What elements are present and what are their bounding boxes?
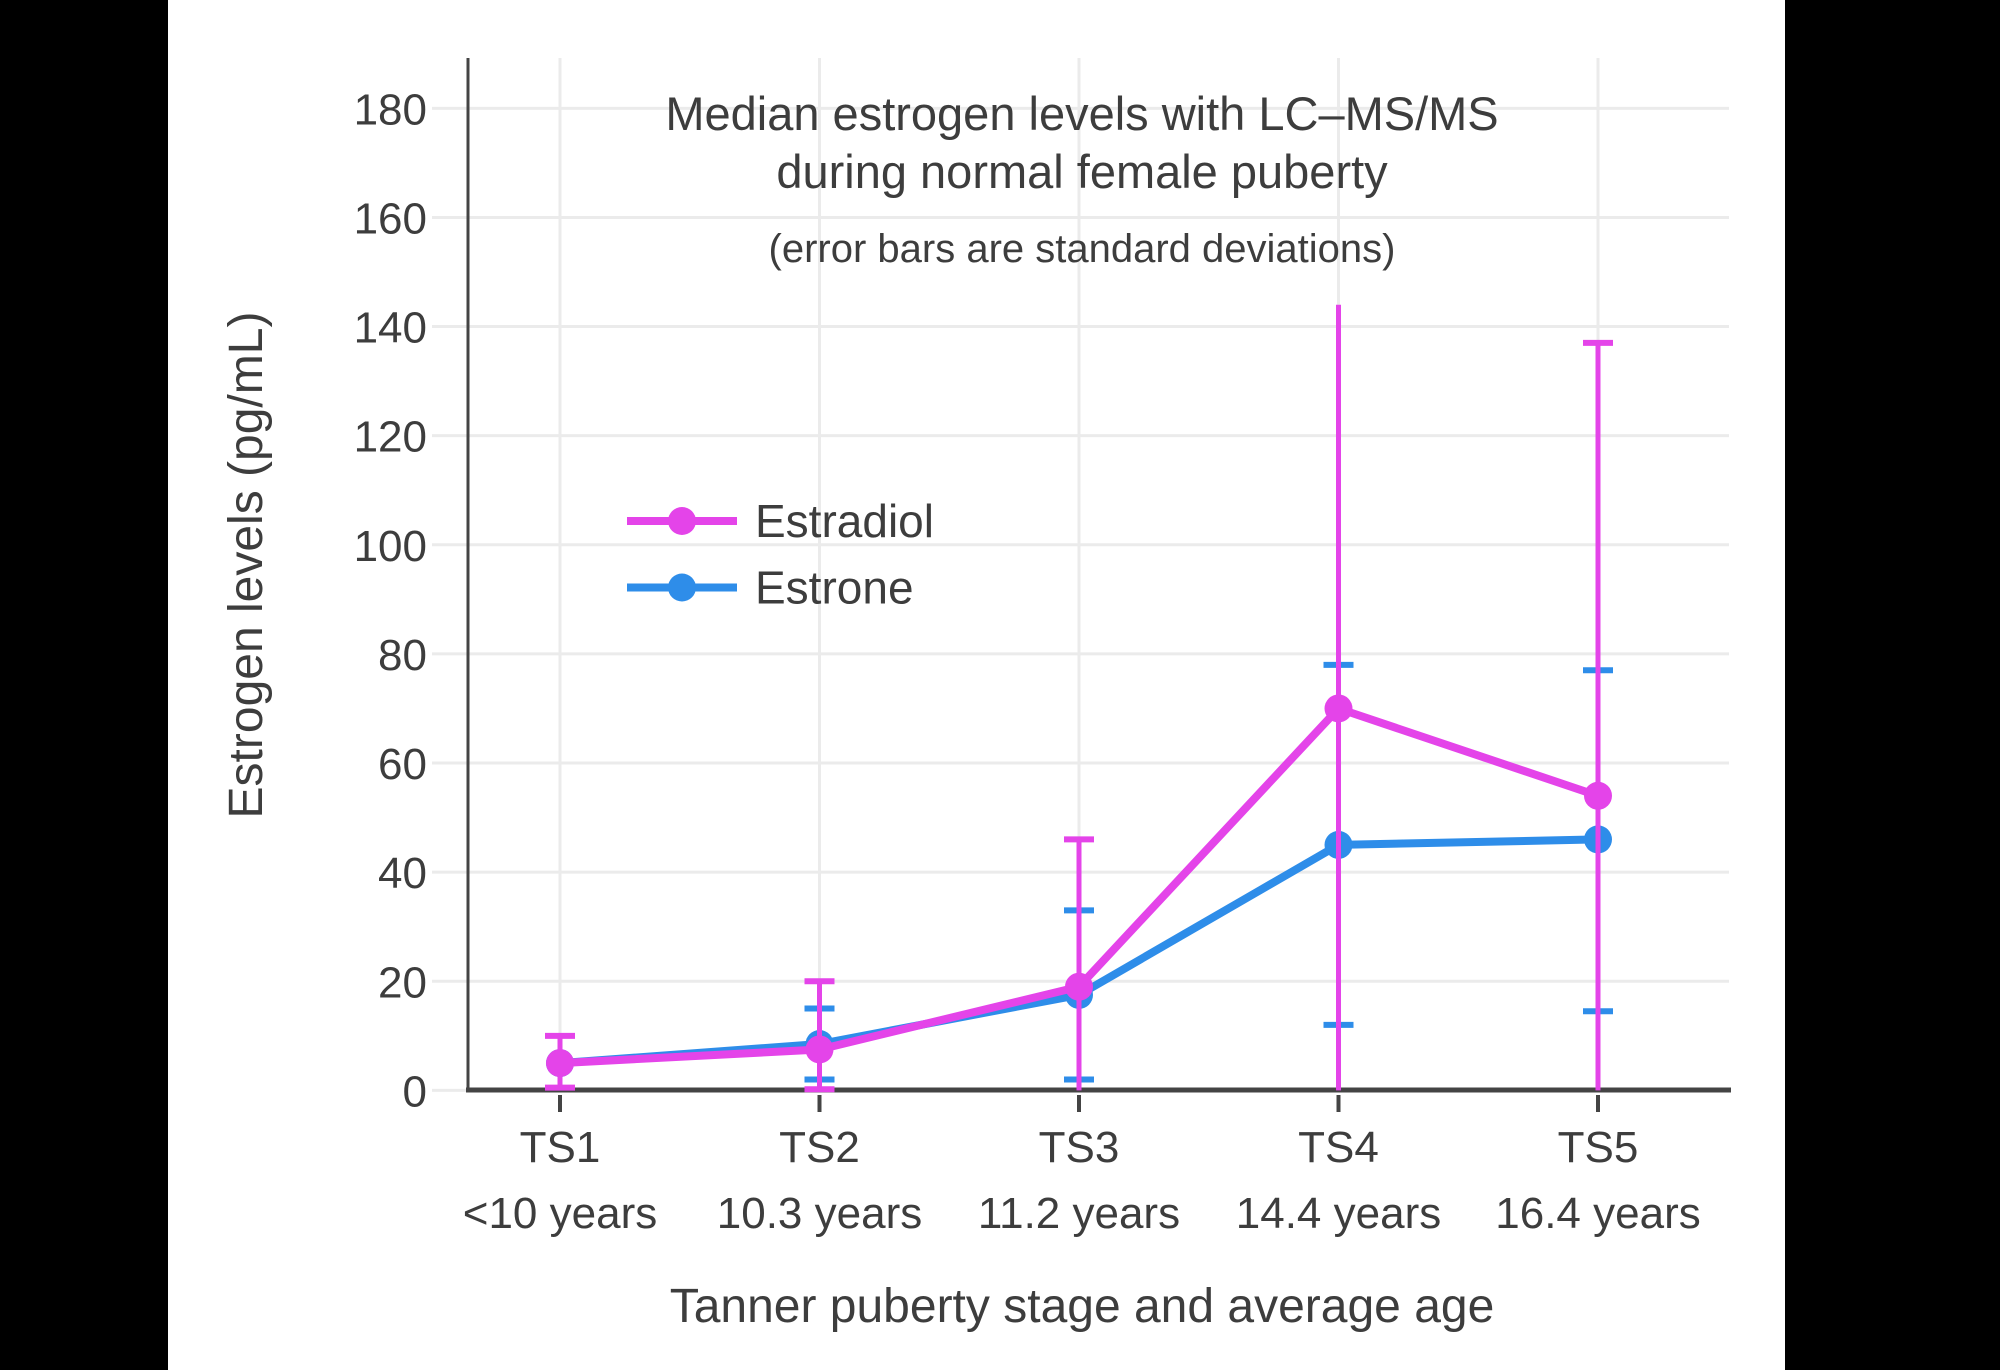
y-tick-label-140: 140 xyxy=(354,304,427,353)
x-category-label-TS3: TS3 xyxy=(1039,1123,1120,1172)
legend-entry-estradiol[interactable]: Estradiol xyxy=(627,495,934,547)
y-tick-label-160: 160 xyxy=(354,194,427,243)
chart-title-line1: Median estrogen levels with LC–MS/MS xyxy=(665,87,1498,140)
legend: Estradiol Estrone xyxy=(627,495,934,614)
y-tick-label-120: 120 xyxy=(354,413,427,462)
gridlines xyxy=(432,58,1729,1092)
x-category-label-TS1: TS1 xyxy=(520,1123,601,1172)
error-bar-estradiol-TS2 xyxy=(804,978,835,1093)
chart-subtitle: (error bars are standard deviations) xyxy=(769,227,1396,271)
y-tick-label-180: 180 xyxy=(354,85,427,134)
x-age-label-TS5: 16.4 years xyxy=(1495,1189,1700,1238)
legend-swatch-marker xyxy=(668,507,696,535)
error-bar-estradiol-TS3 xyxy=(1064,836,1094,1091)
legend-swatch-marker xyxy=(668,573,696,602)
legend-entry-estrone[interactable]: Estrone xyxy=(627,562,914,614)
y-tick-label-40: 40 xyxy=(378,849,427,898)
data-point-estradiol-TS3 xyxy=(1065,972,1093,1001)
chart-title-line2: during normal female puberty xyxy=(776,145,1388,198)
data-point-estradiol-TS1 xyxy=(546,1049,574,1078)
series-layer xyxy=(545,304,1613,1093)
legend-label-estrone: Estrone xyxy=(755,562,914,614)
x-age-label-TS1: <10 years xyxy=(463,1189,657,1238)
y-tick-label-60: 60 xyxy=(378,740,427,789)
tick-labels: 0 20 40 60 80 100 120 140 160 180 TS1 TS2 TS3 TS4 TS5 <… xyxy=(354,85,1701,1238)
data-point-estradiol-TS5 xyxy=(1584,781,1612,810)
y-axis-title: Estrogen levels (pg/mL) xyxy=(220,312,273,819)
y-tick-label-0: 0 xyxy=(403,1067,427,1116)
error-bar-estradiol-TS5 xyxy=(1583,339,1613,1091)
y-tick-label-100: 100 xyxy=(354,522,427,571)
x-axis-title: Tanner puberty stage and average age xyxy=(670,1280,1495,1333)
y-tick-label-80: 80 xyxy=(378,631,427,680)
x-category-label-TS4: TS4 xyxy=(1298,1123,1379,1172)
data-point-estradiol-TS2 xyxy=(805,1035,834,1064)
x-age-label-TS4: 14.4 years xyxy=(1236,1189,1441,1238)
x-age-label-TS2: 10.3 years xyxy=(717,1189,922,1238)
chart-canvas xyxy=(168,0,1785,1370)
axes xyxy=(466,58,1731,1112)
x-category-label-TS2: TS2 xyxy=(779,1123,860,1172)
series-estradiol xyxy=(545,304,1613,1093)
x-category-label-TS5: TS5 xyxy=(1558,1123,1639,1172)
legend-label-estradiol: Estradiol xyxy=(755,495,934,547)
y-tick-label-20: 20 xyxy=(378,958,427,1007)
data-point-estradiol-TS4 xyxy=(1324,694,1353,723)
x-age-label-TS3: 11.2 years xyxy=(978,1189,1180,1238)
